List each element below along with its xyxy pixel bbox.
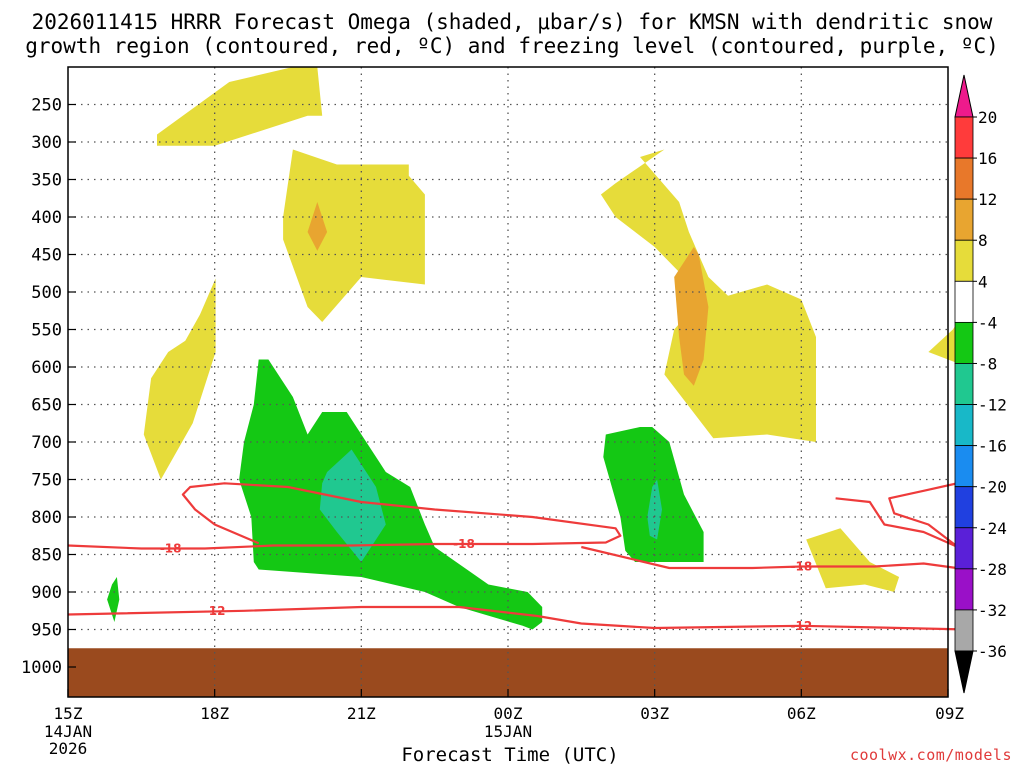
y-tick-label-850: 850: [31, 546, 62, 566]
y-tick-label-500: 500: [31, 283, 62, 303]
x-tick-label-12: 03Z: [640, 704, 669, 723]
x-tick-label-0: 15Z: [54, 704, 83, 723]
x-tick-label-15: 06Z: [787, 704, 816, 723]
omega-region-0: [157, 67, 323, 146]
colorbar-segment-9: [954, 486, 974, 529]
dgz-contour-4: [67, 605, 968, 631]
colorbar-segment-6: [954, 363, 974, 405]
colorbar-label-7: -12: [978, 396, 1007, 415]
y-axis: 250 300 350 400 450 500 550 600 650 700 750 800 850 9…: [21, 96, 76, 678]
colorbar-label-5: -4: [978, 313, 997, 332]
chart-title-line2: growth region (contoured, red, ºC) and f…: [25, 34, 999, 58]
omega-region-4: [600, 149, 816, 442]
x-axis-label: Forecast Time (UTC): [401, 744, 619, 766]
colorbar-label-10: -24: [978, 519, 1007, 538]
y-tick-label-650: 650: [31, 396, 62, 416]
colorbar-segment-8: [954, 445, 974, 488]
y-tick-label-750: 750: [31, 471, 62, 491]
omega-region-9: [319, 449, 386, 562]
y-tick-label-950: 950: [31, 621, 62, 641]
y-tick-label-450: 450: [31, 246, 62, 266]
y-tick-label-1000: 1000: [21, 658, 62, 678]
colorbar-label-6: -8: [978, 354, 997, 373]
y-tick-label-600: 600: [31, 358, 62, 378]
x-tick-label-6: 21Z: [347, 704, 376, 723]
dgz-contour-2: [581, 545, 968, 571]
colorbar-segment-2: [954, 198, 974, 241]
x-tick-date-0: 14JAN: [44, 722, 92, 741]
colorbar-segment-10: [954, 527, 974, 570]
omega-region-5: [674, 247, 709, 386]
colorbar-segment-5: [954, 321, 974, 364]
omega-region-6: [806, 528, 900, 592]
omega-shading-layer: [107, 67, 968, 630]
colorbar-label-8: -16: [978, 437, 1007, 456]
colorbar-top-arrow: [954, 74, 974, 118]
colorbar-bottom-arrow: [954, 650, 974, 694]
omega-region-3: [143, 278, 216, 480]
colorbar-label-12: -32: [978, 601, 1007, 620]
dgz-contour-label-4: -12: [204, 604, 226, 618]
colorbar-segment-1: [954, 157, 974, 200]
colorbar-label-3: 8: [978, 231, 988, 250]
colorbar-segment-12: [954, 609, 974, 652]
dgz-contour-label-0: -18: [160, 542, 182, 556]
colorbar-label-0: 20: [978, 108, 997, 127]
x-tick-label-18: 09Z: [935, 704, 964, 723]
omega-region-12: [107, 577, 120, 622]
dgz-contour-label-5: -12: [790, 619, 812, 633]
y-tick-label-300: 300: [31, 133, 62, 153]
x-tick-label-3: 18Z: [200, 704, 229, 723]
colorbar-segment-3: [954, 239, 974, 282]
dgz-contour-label-1: -18: [453, 537, 475, 551]
chart-title-line1: 2026011415 HRRR Forecast Omega (shaded, …: [31, 10, 993, 34]
dgz-contour-layer: -18 -18 -18 -12 -12: [67, 479, 968, 633]
dgz-contour-0: [67, 482, 622, 550]
grid-lines: [68, 67, 948, 697]
omega-region-8: [239, 359, 543, 630]
colorbar-label-2: 12: [978, 190, 997, 209]
colorbar-label-1: 16: [978, 149, 997, 168]
colorbar-segment-0: [954, 116, 974, 159]
y-tick-label-550: 550: [31, 321, 62, 341]
y-tick-label-800: 800: [31, 508, 62, 528]
y-tick-label-700: 700: [31, 433, 62, 453]
credit-text: coolwx.com/models: [849, 746, 1012, 764]
colorbar-label-11: -28: [978, 560, 1007, 579]
colorbar-segment-7: [954, 404, 974, 447]
colorbar-label-4: 4: [978, 272, 988, 291]
y-tick-label-900: 900: [31, 583, 62, 603]
y-tick-label-250: 250: [31, 96, 62, 116]
colorbar-segment-4: [954, 280, 974, 323]
colorbar-label-9: -20: [978, 478, 1007, 497]
x-tick-label-9: 00Z: [494, 704, 523, 723]
x-tick-year-0: 2026: [49, 739, 88, 758]
x-tick-date-9: 15JAN: [484, 722, 532, 741]
colorbar-label-13: -36: [978, 642, 1007, 661]
omega-colorbar: 20 16 12 8 4 -4 -8 -12 -16 -20 -24 -28 -32 -36: [954, 74, 1007, 694]
y-tick-label-400: 400: [31, 208, 62, 228]
omega-region-2: [307, 202, 328, 251]
y-tick-label-350: 350: [31, 171, 62, 191]
colorbar-segment-11: [954, 568, 974, 611]
dgz-contour-label-2: -18: [790, 560, 812, 574]
omega-region-1: [283, 149, 425, 322]
